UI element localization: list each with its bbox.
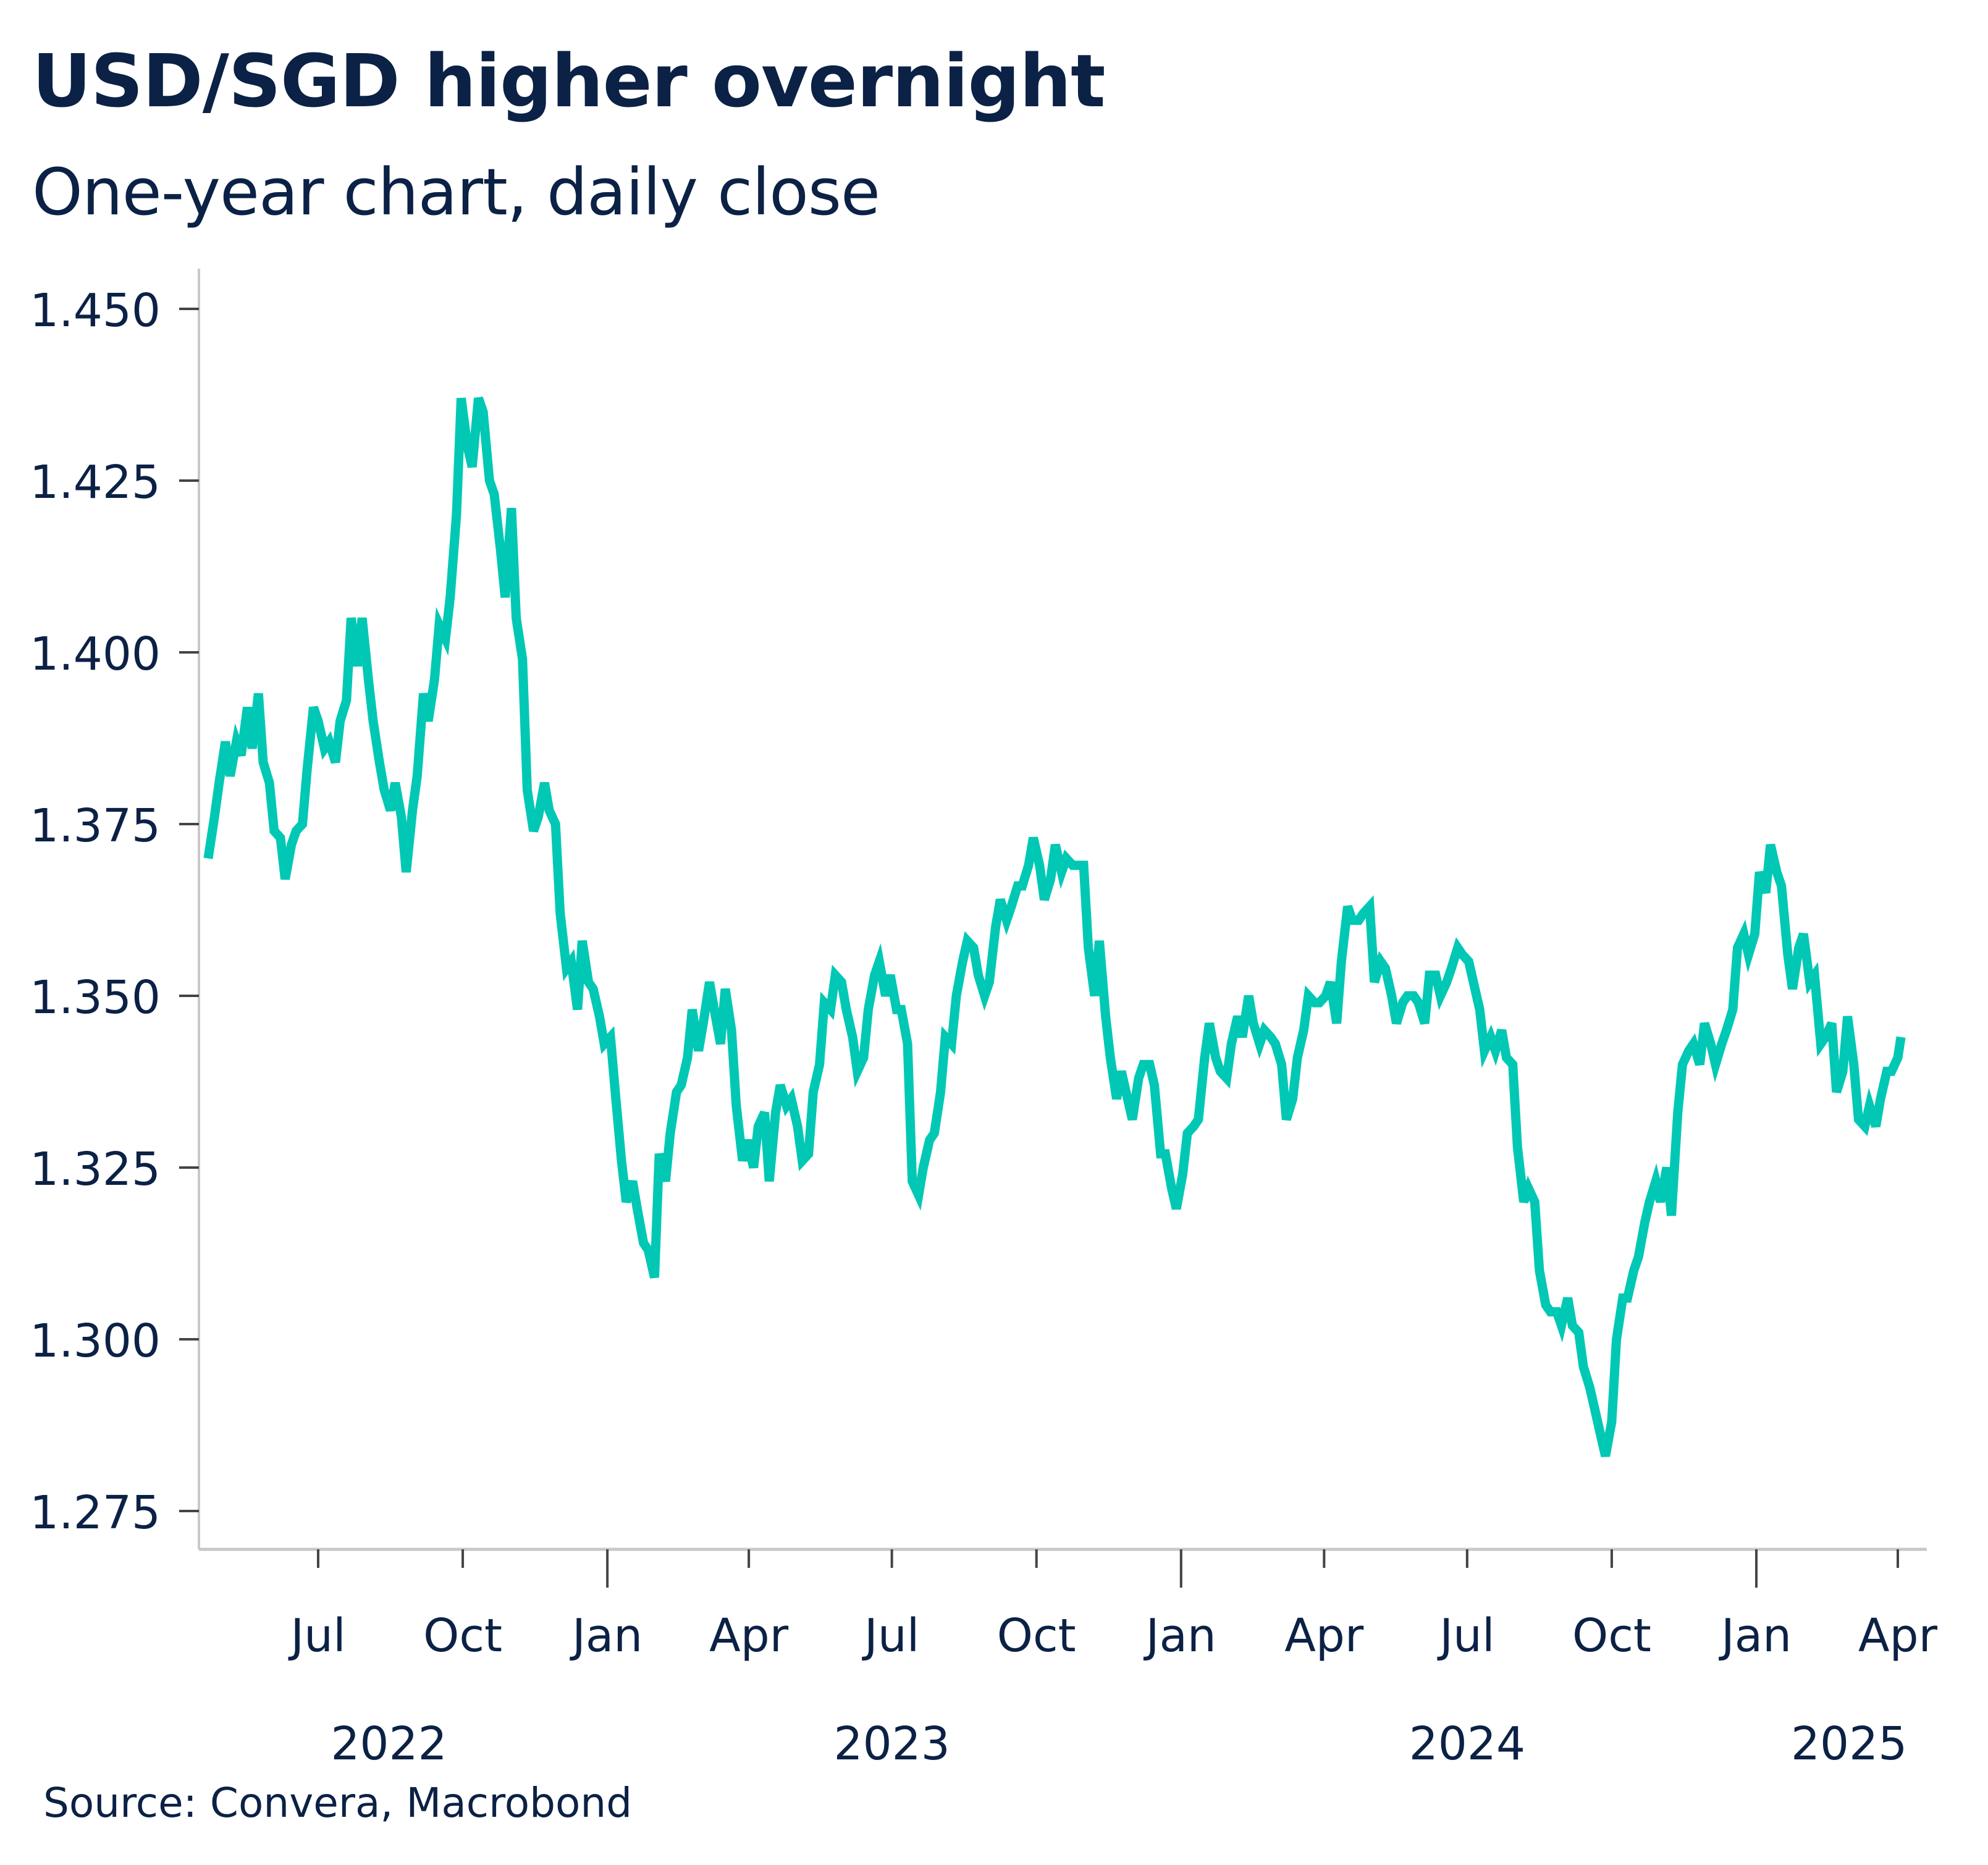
- x-tick-label: Jan: [1719, 1609, 1792, 1662]
- year-label: 2023: [833, 1717, 950, 1770]
- chart-title: USD/SGD higher overnight: [32, 38, 1105, 124]
- year-label: 2025: [1791, 1717, 1907, 1770]
- y-tick-label: 1.275: [30, 1486, 161, 1539]
- y-axis-ticks: 1.450 1.425 1.400 1.375 1.350 1.325 1.300 1.275: [30, 284, 199, 1539]
- x-tick-label: Jan: [1144, 1609, 1216, 1662]
- chart-subtitle: One-year chart, daily close: [32, 154, 880, 230]
- series-line-usd-sgd: [203, 397, 1906, 1457]
- year-labels: 2022 2023 2024 2025: [331, 1717, 1907, 1770]
- y-tick-label: 1.325: [30, 1143, 161, 1196]
- x-tick-label: Apr: [709, 1609, 789, 1662]
- y-tick-label: 1.300: [30, 1315, 161, 1368]
- x-tick-label: Jul: [1437, 1609, 1494, 1662]
- x-tick-label: Jan: [570, 1609, 642, 1662]
- source-note: Source: Convera, Macrobond: [43, 1779, 633, 1827]
- y-tick-label: 1.375: [30, 799, 161, 853]
- x-tick-label: Oct: [1572, 1609, 1651, 1662]
- x-tick-label: Oct: [997, 1609, 1076, 1662]
- x-tick-label: Jul: [288, 1609, 345, 1662]
- y-tick-label: 1.425: [30, 456, 161, 509]
- x-tick-label: Oct: [423, 1609, 502, 1662]
- year-label: 2024: [1409, 1717, 1525, 1770]
- x-axis-ticks: Jul Oct Jan Apr Jul Oct Jan Apr Jul Oct Jan Apr: [288, 1549, 1938, 1662]
- y-tick-label: 1.450: [30, 284, 161, 337]
- x-tick-label: Apr: [1284, 1609, 1364, 1662]
- y-tick-label: 1.400: [30, 628, 161, 681]
- x-tick-label: Jul: [862, 1609, 919, 1662]
- y-tick-label: 1.350: [30, 971, 161, 1024]
- year-label: 2022: [331, 1717, 447, 1770]
- x-tick-label: Apr: [1858, 1609, 1938, 1662]
